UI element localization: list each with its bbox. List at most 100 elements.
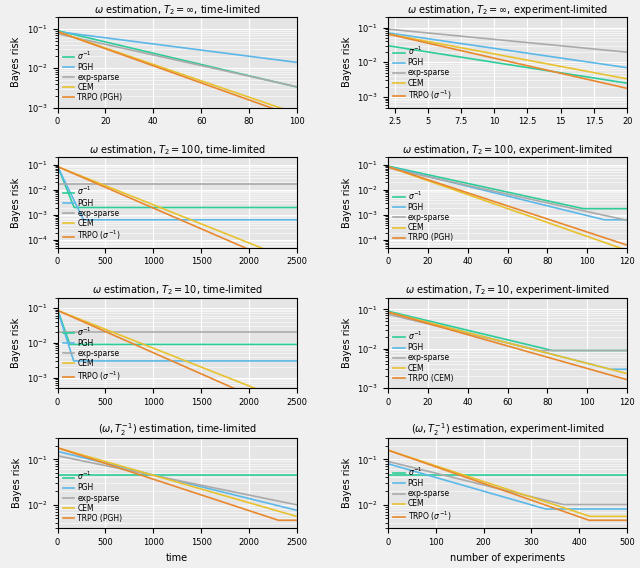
TRPO ($\sigma^{-1}$): [159, 209, 167, 216]
TRPO ($\sigma^{-1}$): [244, 246, 252, 253]
exp-sparse: [78, 329, 86, 336]
exp-sparse: [571, 206, 579, 212]
exp-sparse: [481, 334, 488, 341]
PGH: [606, 366, 614, 373]
PGH: [245, 357, 253, 364]
PGH: [384, 163, 392, 170]
Legend: $\sigma^{-1}$, PGH, exp-sparse, CEM, TRPO (PGH): $\sigma^{-1}$, PGH, exp-sparse, CEM, TRP…: [61, 48, 124, 104]
exp-sparse: [490, 36, 497, 43]
CEM: [548, 221, 556, 228]
CEM: [218, 372, 226, 379]
Line: TRPO (CEM): TRPO (CEM): [388, 312, 627, 380]
PGH: [490, 336, 497, 343]
TRPO ($\sigma^{-1}$): [548, 504, 556, 511]
TRPO (PGH): [571, 224, 579, 231]
exp-sparse: [78, 181, 86, 187]
Line: TRPO (PGH): TRPO (PGH): [388, 166, 627, 245]
PGH: [548, 506, 556, 512]
Line: PGH: PGH: [388, 166, 627, 220]
TRPO (PGH): [293, 517, 301, 524]
PGH: [384, 309, 392, 316]
Line: $\sigma^{-1}$: $\sigma^{-1}$: [58, 166, 297, 207]
$\sigma^{-1}$: [293, 83, 301, 90]
TRPO ($\sigma^{-1}$): [78, 318, 86, 325]
TRPO ($\sigma^{-1}$): [150, 350, 158, 357]
$\sigma^{-1}$: [79, 204, 86, 211]
CEM: [244, 499, 252, 506]
$\sigma^{-1}$: [579, 205, 587, 212]
TRPO ($\sigma^{-1}$): [408, 455, 416, 462]
exp-sparse: [490, 187, 497, 194]
TRPO ($\sigma^{-1}$): [218, 379, 226, 386]
Line: CEM: CEM: [58, 311, 297, 405]
exp-sparse: [548, 499, 556, 506]
PGH: [490, 491, 497, 498]
PGH: [600, 216, 608, 223]
CEM: [293, 110, 301, 117]
PGH: [151, 357, 159, 364]
$\sigma^{-1}$: [548, 347, 556, 354]
CEM: [490, 200, 497, 207]
exp-sparse: [571, 347, 579, 354]
CEM: [384, 309, 392, 316]
CEM: [244, 239, 252, 246]
TRPO (CEM): [408, 316, 416, 323]
Line: $\sigma^{-1}$: $\sigma^{-1}$: [388, 45, 627, 83]
TRPO (CEM): [481, 336, 488, 343]
PGH: [218, 49, 226, 56]
Line: TRPO ($\sigma^{-1}$): TRPO ($\sigma^{-1}$): [388, 450, 627, 520]
exp-sparse: [384, 165, 392, 172]
PGH: [408, 467, 416, 474]
Legend: $\sigma^{-1}$, PGH, exp-sparse, CEM, TRPO ($\sigma^{-1}$): $\sigma^{-1}$, PGH, exp-sparse, CEM, TRP…: [392, 43, 453, 104]
$\sigma^{-1}$: [78, 33, 86, 40]
PGH: [54, 28, 61, 35]
PGH: [481, 333, 488, 340]
$\sigma^{-1}$: [293, 204, 301, 211]
$\sigma^{-1}$: [54, 306, 61, 313]
exp-sparse: [623, 347, 631, 354]
TRPO ($\sigma^{-1}$): [490, 55, 497, 61]
CEM: [218, 492, 226, 499]
PGH: [575, 358, 582, 365]
PGH: [218, 488, 226, 495]
$\sigma^{-1}$: [66, 341, 74, 348]
PGH: [218, 216, 226, 223]
$\sigma^{-1}$: [408, 46, 416, 53]
TRPO ($\sigma^{-1}$): [241, 244, 248, 251]
CEM: [150, 202, 158, 208]
TRPO ($\sigma^{-1}$): [244, 391, 252, 398]
$\sigma^{-1}$: [481, 57, 488, 64]
exp-sparse: [623, 217, 631, 224]
$\sigma^{-1}$: [241, 204, 248, 211]
PGH: [80, 216, 88, 223]
PGH: [623, 366, 631, 373]
exp-sparse: [559, 501, 567, 508]
$\sigma^{-1}$: [218, 341, 226, 348]
PGH: [408, 33, 416, 40]
Y-axis label: Bayes risk: Bayes risk: [12, 458, 22, 508]
PGH: [78, 454, 86, 461]
exp-sparse: [293, 329, 301, 336]
PGH: [571, 506, 579, 512]
$\sigma^{-1}$: [481, 331, 488, 338]
PGH: [218, 357, 226, 364]
$\sigma^{-1}$: [241, 341, 248, 348]
exp-sparse: [408, 28, 416, 35]
PGH: [384, 460, 392, 467]
Title: $(\omega, T_2^{-1})$ estimation, experiment-limited: $(\omega, T_2^{-1})$ estimation, experim…: [411, 421, 604, 438]
CEM: [218, 85, 226, 91]
exp-sparse: [78, 457, 86, 464]
CEM: [241, 381, 248, 387]
Y-axis label: Bayes risk: Bayes risk: [12, 177, 21, 228]
$\sigma^{-1}$: [54, 471, 61, 478]
$\sigma^{-1}$: [384, 42, 392, 49]
PGH: [159, 216, 167, 223]
exp-sparse: [54, 30, 61, 37]
Y-axis label: Bayes risk: Bayes risk: [12, 318, 21, 368]
PGH: [548, 351, 556, 358]
TRPO (CEM): [571, 361, 579, 368]
CEM: [78, 173, 86, 179]
PGH: [159, 42, 167, 49]
PGH: [54, 163, 61, 170]
$\sigma^{-1}$: [159, 471, 167, 478]
